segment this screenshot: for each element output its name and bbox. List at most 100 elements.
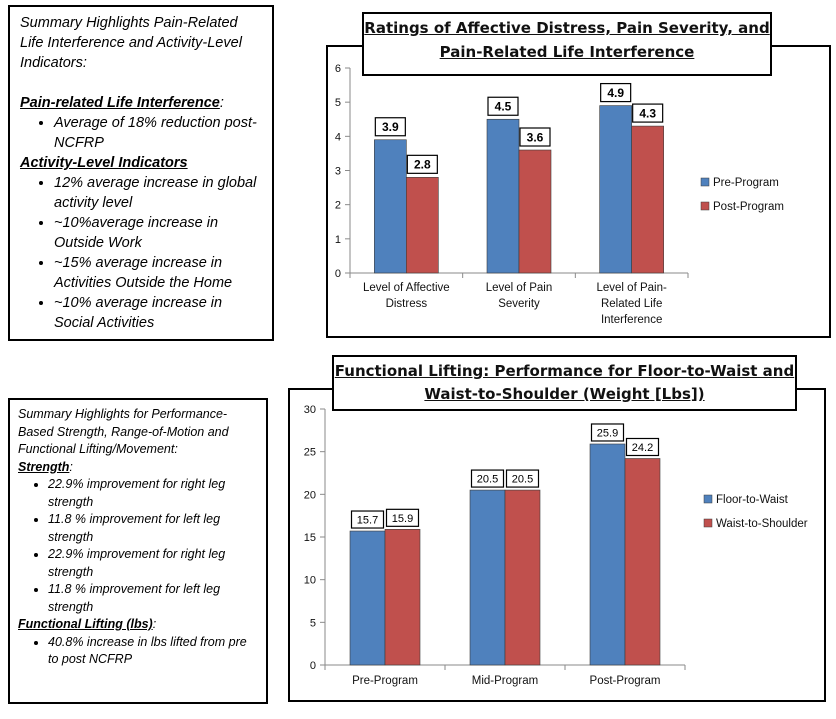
y-tick-label: 30 xyxy=(304,404,316,416)
data-label-box xyxy=(519,127,551,147)
chart-title-lifting: Functional Lifting: Performance for Floo… xyxy=(332,355,797,411)
heading-colon: : xyxy=(152,617,157,631)
category-label: Post-Program xyxy=(590,675,661,687)
section-heading-functional-lifting: Functional Lifting (lbs) xyxy=(18,617,153,631)
section-heading-activity: Activity-Level Indicators xyxy=(20,155,188,171)
legend-label: Waist-to-Shoulder xyxy=(716,518,808,530)
legend-label: Post-Program xyxy=(713,201,784,213)
data-label: 4.3 xyxy=(639,106,656,120)
data-label: 2.8 xyxy=(414,158,431,172)
data-label: 3.6 xyxy=(527,130,544,144)
data-label: 20.5 xyxy=(477,474,498,486)
pain-interference-list: Average of 18% reduction post-NCFRP xyxy=(20,113,264,153)
legend-swatch xyxy=(703,518,713,528)
y-tick-label: 10 xyxy=(304,575,316,587)
list-item: Average of 18% reduction post-NCFRP xyxy=(54,113,264,153)
y-tick-label: 4 xyxy=(335,131,341,143)
bar xyxy=(518,149,552,274)
bar xyxy=(349,530,386,666)
list-item: ~15% average increase in Activities Outs… xyxy=(54,253,264,293)
data-label: 3.9 xyxy=(382,120,399,134)
legend-swatch xyxy=(703,494,713,504)
section-heading-line: Functional Lifting (lbs): xyxy=(18,616,258,634)
data-label-box xyxy=(505,469,540,488)
data-label: 4.5 xyxy=(495,100,512,114)
bar xyxy=(384,529,421,666)
section-heading-pain-interference: Pain-related Life Interference xyxy=(20,95,220,111)
list-item: 22.9% improvement for right leg strength xyxy=(48,476,258,511)
bar xyxy=(631,125,664,274)
data-label-box xyxy=(600,82,632,103)
activity-list: 12% average increase in global activity … xyxy=(20,173,264,333)
functional-lifting-list: 40.8% increase in lbs lifted from pre to… xyxy=(18,634,258,669)
bar xyxy=(374,139,407,274)
y-tick-label: 3 xyxy=(335,166,341,178)
data-label-box xyxy=(350,510,385,529)
list-item: 11.8 % improvement for left leg strength xyxy=(48,581,258,616)
y-tick-label: 0 xyxy=(335,268,341,280)
category-label: Level of Pain- xyxy=(597,282,667,294)
data-label-box xyxy=(406,154,438,174)
category-label: Related Life xyxy=(601,298,662,310)
data-label: 4.9 xyxy=(607,86,624,100)
y-tick-label: 2 xyxy=(335,200,341,212)
y-tick-label: 0 xyxy=(310,660,316,672)
y-tick-label: 5 xyxy=(310,617,316,629)
y-tick-label: 5 xyxy=(335,97,341,109)
category-label: Distress xyxy=(386,298,428,310)
summary-box-strength-lifting: Summary Highlights for Performance-Based… xyxy=(8,398,268,704)
data-label: 15.9 xyxy=(392,513,413,525)
legend-label: Pre-Program xyxy=(713,177,779,189)
section-heading-line: Strength: xyxy=(18,459,258,477)
data-label-box xyxy=(590,423,625,442)
data-label: 20.5 xyxy=(512,474,533,486)
category-label: Severity xyxy=(498,298,540,310)
summary-intro: Summary Highlights Pain-Related Life Int… xyxy=(20,15,242,71)
heading-colon: : xyxy=(219,95,224,111)
list-item: 22.9% improvement for right leg strength xyxy=(48,546,258,581)
bar xyxy=(624,458,661,666)
category-label: Level of Pain xyxy=(486,282,553,294)
data-label-box xyxy=(374,117,406,137)
list-item: 11.8 % improvement for left leg strength xyxy=(48,511,258,546)
list-item: ~10%average increase in Outside Work xyxy=(54,213,264,253)
chart-ratings: 0 1 2 3 4 5 6 3.9 2.8 Level of Affective Distress 4… xyxy=(335,63,784,326)
heading-colon: : xyxy=(69,459,73,474)
legend-label: Floor-to-Waist xyxy=(716,494,789,506)
bar xyxy=(469,489,506,666)
y-tick-label: 20 xyxy=(304,489,316,501)
bar xyxy=(599,105,632,274)
list-item: ~10% average increase in Social Activiti… xyxy=(54,293,264,333)
bar xyxy=(504,489,541,666)
category-label: Level of Affective xyxy=(363,282,450,294)
y-tick-label: 1 xyxy=(335,234,341,246)
data-label: 25.9 xyxy=(597,427,618,439)
chart-title-ratings: Ratings of Affective Distress, Pain Seve… xyxy=(362,12,772,76)
data-label-box xyxy=(625,437,660,457)
strength-list: 22.9% improvement for right leg strength… xyxy=(18,476,258,616)
section-heading-line: Pain-related Life Interference: xyxy=(20,93,264,113)
y-tick-label: 25 xyxy=(304,447,316,459)
bar xyxy=(406,177,439,274)
bar xyxy=(589,443,626,666)
bar xyxy=(486,118,520,274)
list-item: 40.8% increase in lbs lifted from pre to… xyxy=(48,634,258,669)
data-label-box xyxy=(385,508,420,527)
summary-box-pain-activity: Summary Highlights Pain-Related Life Int… xyxy=(8,5,274,341)
data-label-box xyxy=(470,469,505,488)
category-label: Pre-Program xyxy=(352,675,418,687)
section-heading-strength: Strength xyxy=(18,459,70,474)
y-tick-label: 15 xyxy=(304,532,316,544)
data-label-box xyxy=(487,96,519,116)
list-item: 12% average increase in global activity … xyxy=(54,173,264,213)
y-tick-label: 6 xyxy=(335,63,341,75)
chart-lifting: 0 5 10 15 20 25 30 15.7 15.9 Pre-Program 20.5 20.5 M… xyxy=(304,404,808,687)
data-label: 24.2 xyxy=(632,442,653,454)
legend-swatch xyxy=(700,201,710,211)
category-label: Mid-Program xyxy=(472,675,538,687)
category-label: Interference xyxy=(601,314,662,326)
data-label-box xyxy=(632,103,664,123)
summary-intro: Summary Highlights for Performance-Based… xyxy=(18,407,229,456)
legend-swatch xyxy=(700,177,710,187)
data-label: 15.7 xyxy=(357,514,378,526)
